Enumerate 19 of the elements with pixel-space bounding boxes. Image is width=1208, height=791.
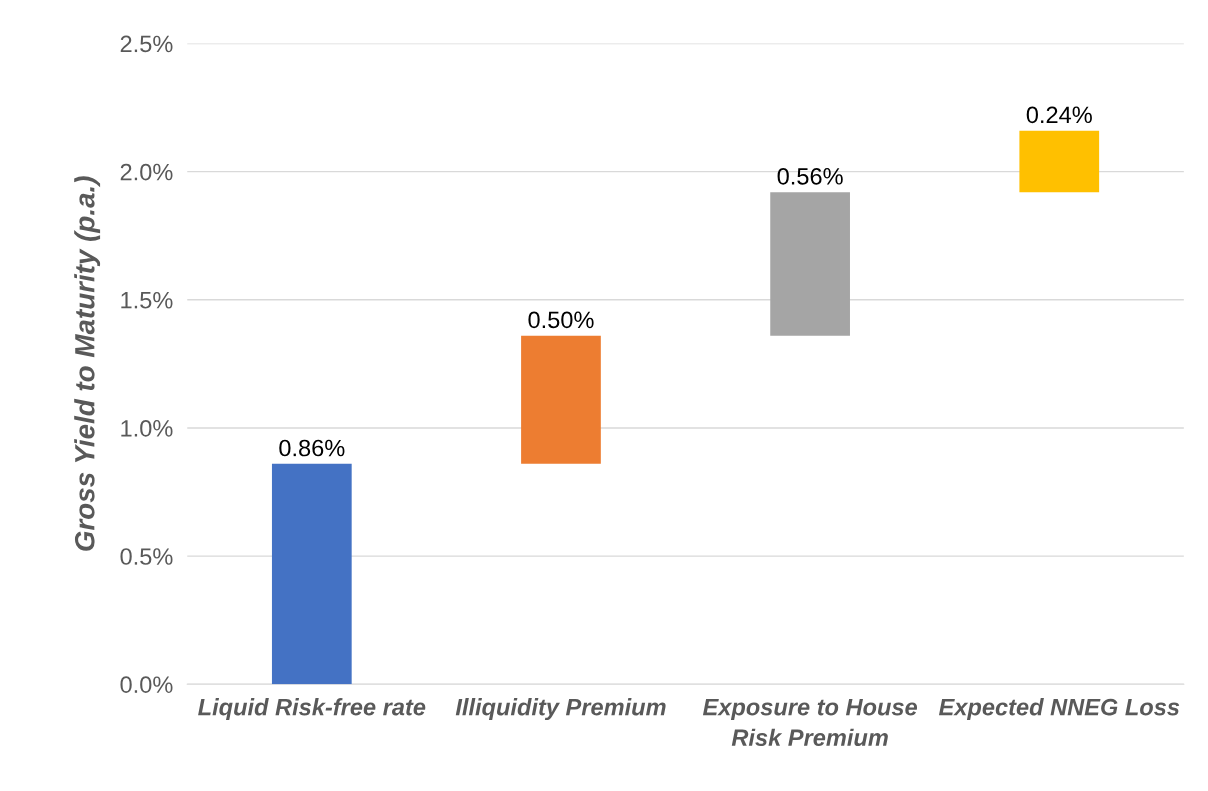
data-label: 0.24% [1026,106,1092,124]
bar [271,463,352,685]
x-tick-label: Liquid Risk-free rate [198,698,426,721]
y-tick-label: 2.5% [120,35,173,53]
bar [521,335,601,464]
x-tick-label: Expected NNEG Loss [938,698,1180,721]
data-label: 0.86% [279,439,345,457]
x-tick-label: Illiquidity Premium [455,698,666,721]
y-tick-label: 1.5% [121,291,173,309]
y-axis-title: Gross Yield to Maturity (p.a.) [74,176,101,551]
data-label: 0.50% [528,311,594,329]
data-label: 0.56% [777,167,843,185]
y-tick-label: 1.0% [121,420,173,437]
bar [770,192,850,336]
y-tick-label: 2.0% [120,163,173,181]
y-tick-label: 0.0% [120,676,173,693]
bar [1019,130,1100,193]
y-tick-label: 0.5% [120,548,173,565]
x-tick-label: Exposure to House Risk Premium [702,698,918,747]
